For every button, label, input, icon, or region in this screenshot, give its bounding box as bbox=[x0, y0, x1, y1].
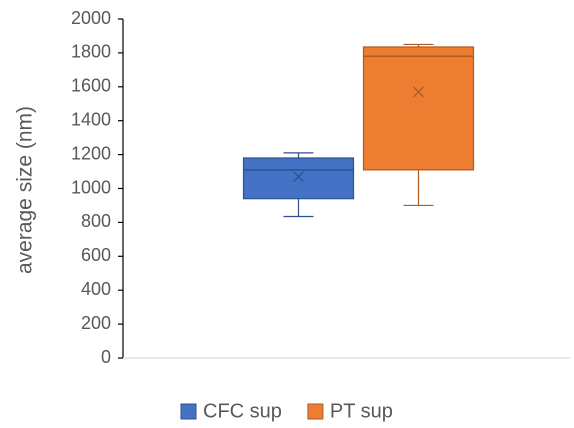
y-tick-label: 400 bbox=[81, 279, 111, 299]
legend-swatch bbox=[307, 403, 324, 420]
y-tick-label: 600 bbox=[81, 245, 111, 265]
y-axis-label: average size (nm) bbox=[14, 106, 37, 274]
y-tick-label: 0 bbox=[101, 347, 111, 367]
y-tick-label: 2000 bbox=[71, 8, 111, 28]
mean-marker bbox=[413, 86, 424, 98]
legend-label: PT sup bbox=[330, 400, 393, 422]
y-tick-label: 1200 bbox=[71, 143, 111, 163]
y-tick-label: 200 bbox=[81, 313, 111, 333]
y-tick-label: 1400 bbox=[71, 109, 111, 129]
y-tick-label: 1800 bbox=[71, 42, 111, 62]
y-tick-label: 1000 bbox=[71, 177, 111, 197]
mean-marker bbox=[293, 171, 304, 183]
legend-swatch bbox=[180, 403, 197, 420]
box bbox=[362, 46, 475, 171]
y-tick-label: 800 bbox=[81, 211, 111, 231]
legend-label: CFC sup bbox=[203, 400, 282, 422]
y-tick-label: 1600 bbox=[71, 76, 111, 96]
box bbox=[242, 157, 355, 200]
